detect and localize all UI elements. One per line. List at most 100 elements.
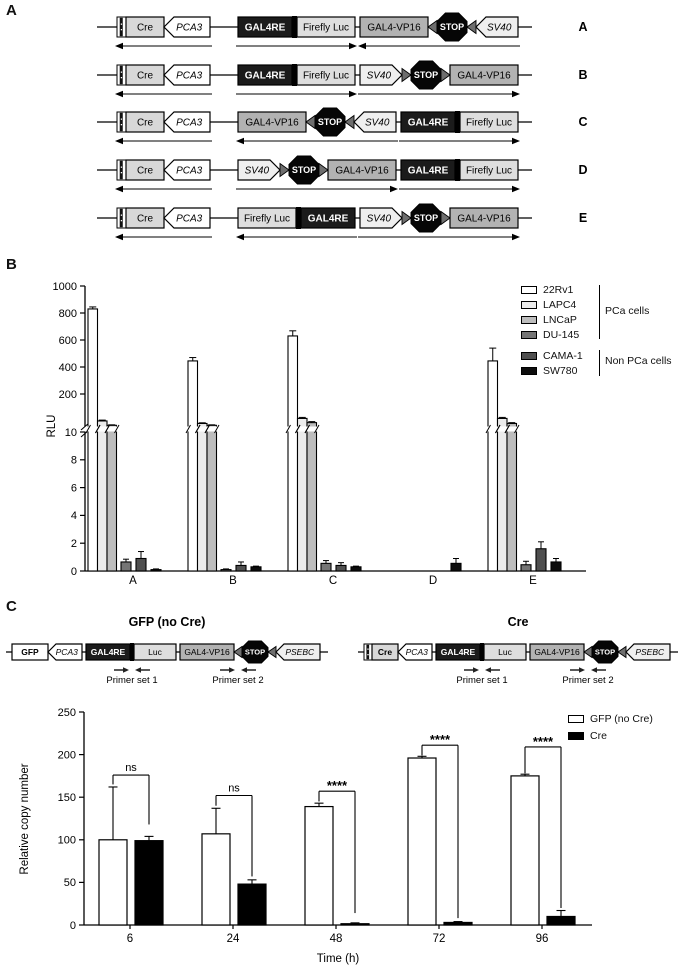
stop-octagon (314, 107, 346, 137)
promoter-bar (455, 159, 460, 181)
y-tick-label: 0 (70, 920, 76, 932)
construct-box-label: GAL4RE (441, 647, 476, 657)
tag-dot (120, 77, 123, 79)
loxp-triangle (466, 19, 477, 35)
legend-label: LNCaP (543, 313, 577, 326)
bar-break-mark (204, 424, 210, 434)
construct-box-label: GAL4RE (408, 166, 449, 177)
pentagon-label: SV40 (487, 23, 512, 34)
bar (98, 839, 128, 926)
primer-set-label: Primer set 1 (456, 675, 507, 686)
construct-box (459, 159, 519, 181)
arrowhead-icon (115, 42, 123, 50)
tag-dot (120, 124, 123, 126)
panel-a-constructs: Cre PCA3 GAL4RE Firefly Luc GAL4-VP16 STOP SV4… (97, 12, 588, 241)
construct-box (327, 159, 397, 181)
loxp-triangle (318, 162, 329, 178)
legend-group-brace (599, 285, 600, 339)
arrowhead-icon (115, 90, 123, 98)
y-tick-label: 200 (59, 389, 77, 401)
arrowhead-icon (390, 185, 398, 193)
construct-box (449, 64, 519, 86)
arrowhead-icon (349, 42, 357, 50)
bar (340, 923, 370, 926)
pentagon-box (475, 16, 519, 38)
arrowhead-icon (485, 667, 491, 673)
pentagon-box (359, 207, 403, 229)
construct-row-label: E (579, 211, 587, 225)
promoter-bar (292, 64, 297, 86)
construct-box-label: Firefly Luc (244, 214, 290, 225)
pentagon-box (163, 64, 211, 86)
promoter-bar (292, 16, 297, 38)
tag-dot (120, 118, 123, 120)
loxp-triangle (440, 67, 451, 83)
legend-group-brace (599, 350, 600, 376)
construct-box-label: GAL4-VP16 (335, 166, 389, 177)
bar (120, 561, 132, 572)
panel-b-legend: 22Rv1 LAPC4 LNCaP DU-145 CAMA-1 SW780 PCa cell… (521, 282, 687, 378)
diagram-title: GFP (no Cre) (129, 615, 206, 629)
significance-label: **** (327, 778, 348, 793)
construct-box-label: Firefly Luc (303, 71, 349, 82)
pentagon-box (163, 207, 211, 229)
loxp-triangle (279, 162, 290, 178)
pentagon-label: PCA3 (176, 23, 203, 34)
pentagon-label: SV40 (367, 214, 392, 225)
bar-break-mark (185, 424, 191, 434)
bar (206, 424, 218, 572)
tag-dot (367, 654, 369, 656)
tag-stripe (119, 112, 123, 132)
arrowhead-icon (241, 667, 247, 673)
loxp-triangle (401, 67, 412, 83)
bar-break-mark (485, 424, 491, 434)
arrowhead-icon (229, 667, 235, 673)
stop-octagon (241, 640, 269, 664)
bar (237, 883, 267, 926)
category-label: A (129, 575, 137, 587)
loxp-triangle (583, 645, 593, 659)
panel-b-chart: 200 400 600 800 1000 10 8 6 4 2 0 RLU A B C D E (46, 281, 586, 587)
bar-break-mark (85, 424, 91, 434)
stop-label: STOP (245, 648, 265, 657)
tag-stripe (119, 65, 123, 85)
tag-stripe (119, 17, 123, 37)
pentagon-label: SV40 (365, 118, 390, 129)
pentagon-label: SV40 (245, 166, 270, 177)
legend-label: 22Rv1 (543, 283, 574, 296)
bar (106, 424, 118, 572)
tag-dot (120, 29, 123, 31)
axis-break-band (86, 426, 561, 432)
stop-octagon (591, 640, 619, 664)
construct-box-label: GAL4RE (308, 214, 349, 225)
bar (304, 805, 334, 926)
construct-box-label: GAL4RE (91, 647, 126, 657)
pentagon-box (359, 64, 403, 86)
legend-swatch (521, 351, 537, 360)
tag-dot (120, 214, 123, 216)
bar (150, 569, 162, 572)
panel-b-label: B (6, 256, 17, 273)
bar (201, 833, 231, 926)
pentagon-box (163, 16, 211, 38)
y-axis-title: RLU (46, 414, 58, 437)
significance-label: **** (430, 732, 451, 747)
construct-row-label: C (578, 115, 587, 129)
construct-box-label: Cre (378, 647, 392, 657)
primer-set-label: Primer set 2 (212, 675, 263, 686)
stop-label: STOP (414, 213, 438, 223)
bar-break-mark (104, 424, 110, 434)
bar (87, 308, 99, 572)
loxp-triangle (617, 645, 627, 659)
legend-item: CAMA-1 (521, 348, 687, 363)
arrowhead-icon (512, 185, 520, 193)
construct-row-label: D (578, 163, 587, 177)
pentagon-box (275, 643, 321, 661)
y-tick-label: 800 (59, 308, 77, 320)
construct-row-label: A (578, 20, 587, 34)
bar-break-mark (95, 424, 101, 434)
bar (296, 417, 308, 572)
legend-label: LAPC4 (543, 298, 577, 311)
y-tick-label: 8 (71, 455, 77, 467)
legend-item: 22Rv1 (521, 282, 687, 297)
